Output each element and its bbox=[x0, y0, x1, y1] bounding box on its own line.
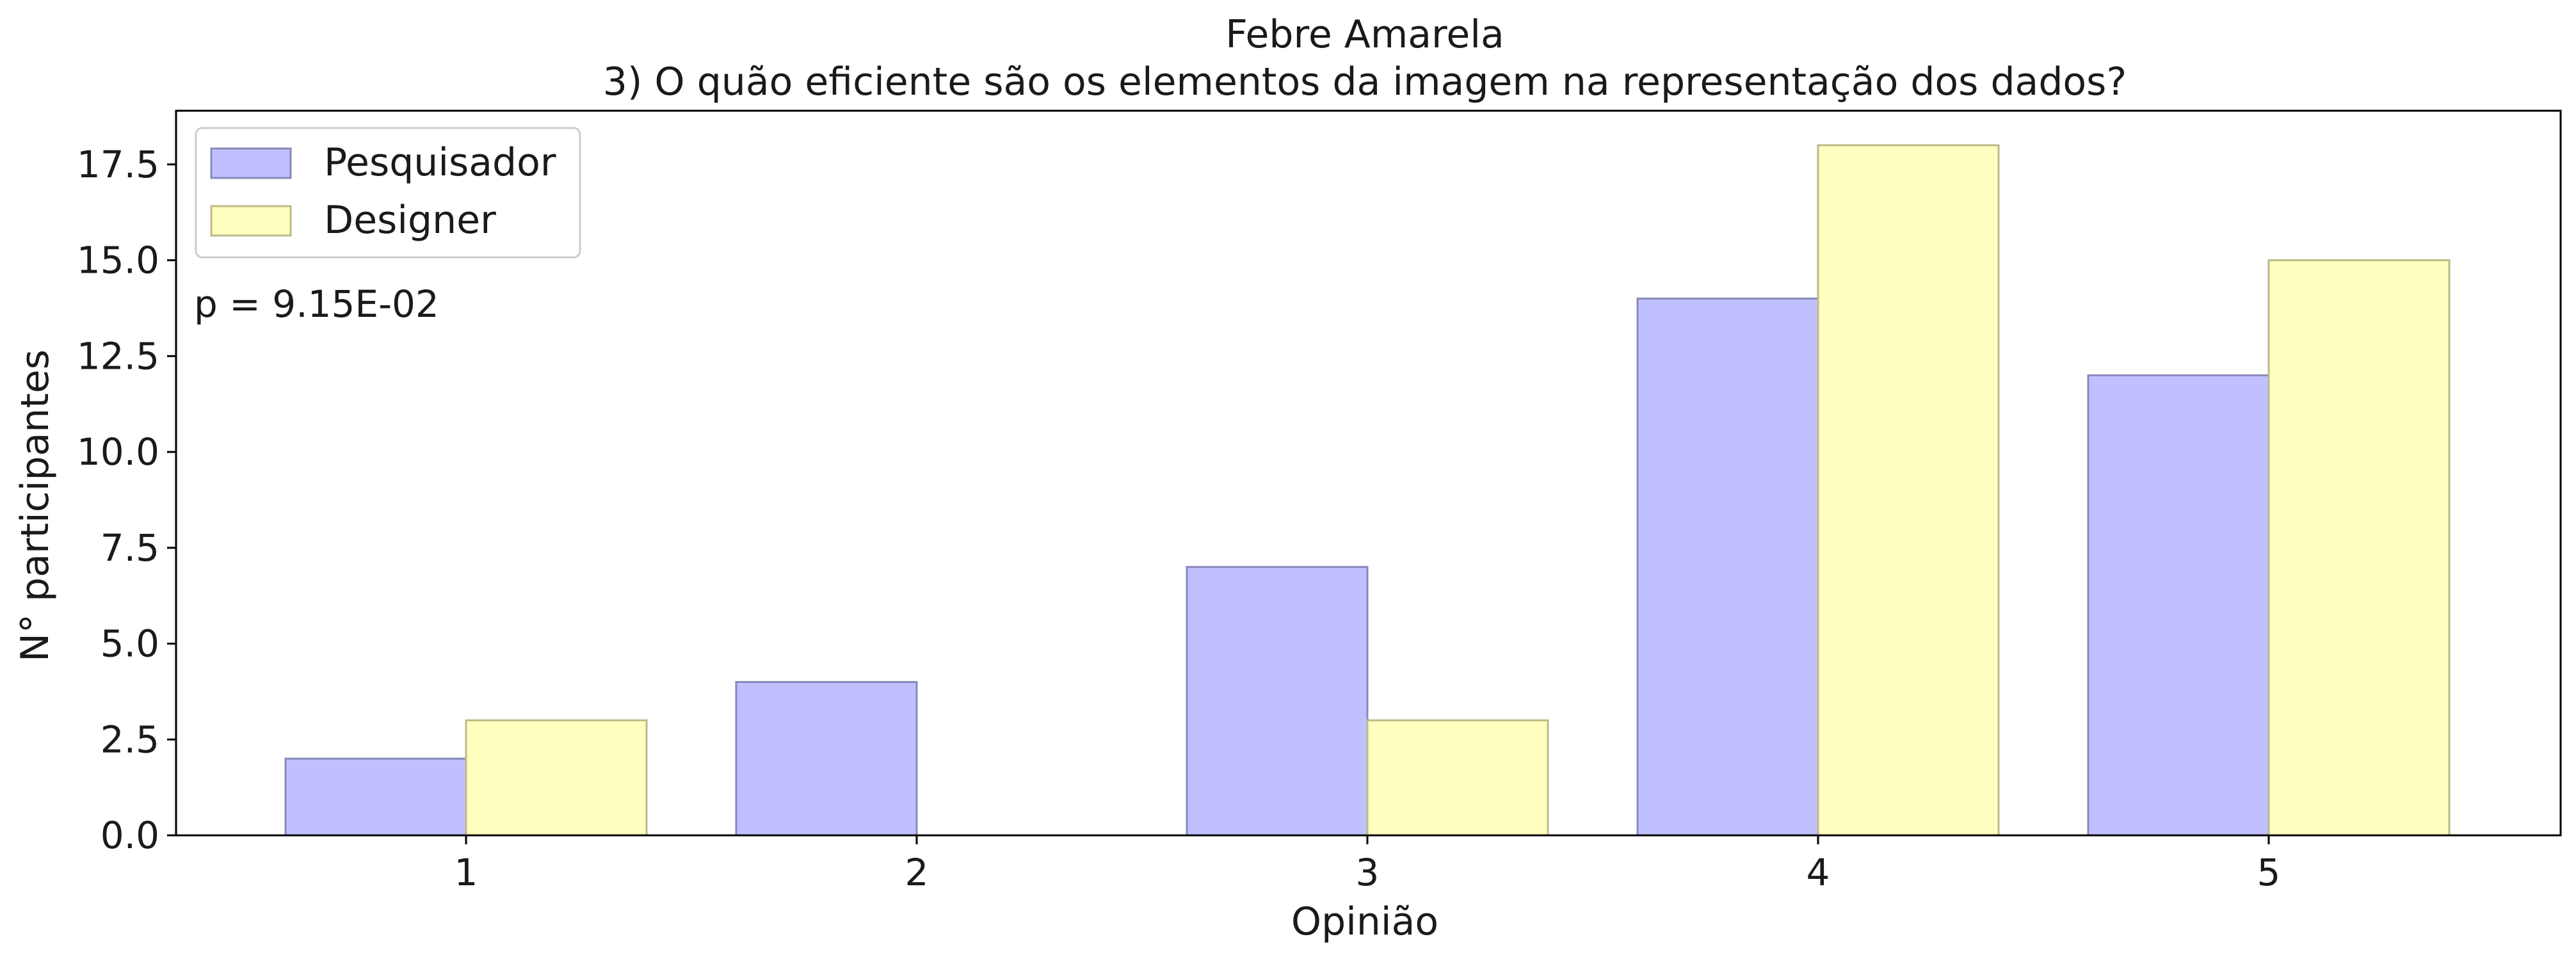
legend-box bbox=[195, 127, 581, 259]
legend: Pesquisador Designer bbox=[195, 127, 581, 259]
chart-title: Febre Amarela bbox=[1225, 12, 1504, 57]
bar-designer-5 bbox=[2267, 259, 2451, 837]
x-axis-ticks: 1 2 3 4 5 bbox=[455, 835, 2281, 894]
x-axis-label: Opinião bbox=[1291, 899, 1438, 944]
bars-layer bbox=[284, 144, 2451, 837]
y-tick-label: 12.5 bbox=[77, 334, 159, 378]
y-tick-label: 0.0 bbox=[101, 814, 159, 857]
bar-designer-1 bbox=[465, 719, 648, 837]
bar-pesquisador-4 bbox=[1636, 297, 1819, 837]
y-axis-ticks: 0.0 2.5 5.0 7.5 10.0 12.5 15.0 17.5 bbox=[77, 143, 176, 857]
x-tick-label: 4 bbox=[1807, 851, 1830, 894]
p-value-annotation: p = 9.15E-02 bbox=[194, 282, 439, 326]
chart-subtitle: 3) O quão eficiente são os elementos da … bbox=[603, 60, 2127, 104]
legend-label-pesquisador: Pesquisador bbox=[324, 140, 556, 185]
bar-designer-3 bbox=[1366, 719, 1549, 837]
bar-pesquisador-3 bbox=[1186, 566, 1369, 837]
bar-designer-4 bbox=[1817, 144, 2000, 837]
y-tick-label: 10.0 bbox=[77, 430, 159, 474]
bar-pesquisador-5 bbox=[2087, 374, 2270, 837]
x-tick-label: 2 bbox=[905, 851, 929, 894]
plot-frame bbox=[175, 109, 2562, 837]
x-tick-label: 1 bbox=[455, 851, 478, 894]
y-tick-label: 15.0 bbox=[77, 239, 159, 282]
y-tick-label: 7.5 bbox=[101, 526, 159, 570]
legend-label-designer: Designer bbox=[324, 198, 496, 243]
bar-pesquisador-1 bbox=[284, 757, 467, 837]
y-tick-label: 17.5 bbox=[77, 143, 159, 186]
x-tick-label: 5 bbox=[2257, 851, 2281, 894]
legend-swatch-pesquisador bbox=[210, 147, 292, 179]
bar-pesquisador-2 bbox=[735, 680, 918, 837]
legend-swatch-designer bbox=[210, 205, 292, 237]
y-tick-label: 2.5 bbox=[101, 718, 159, 761]
y-tick-label: 5.0 bbox=[101, 622, 159, 666]
x-tick-label: 3 bbox=[1356, 851, 1380, 894]
y-axis-label: N° participantes bbox=[13, 349, 58, 662]
